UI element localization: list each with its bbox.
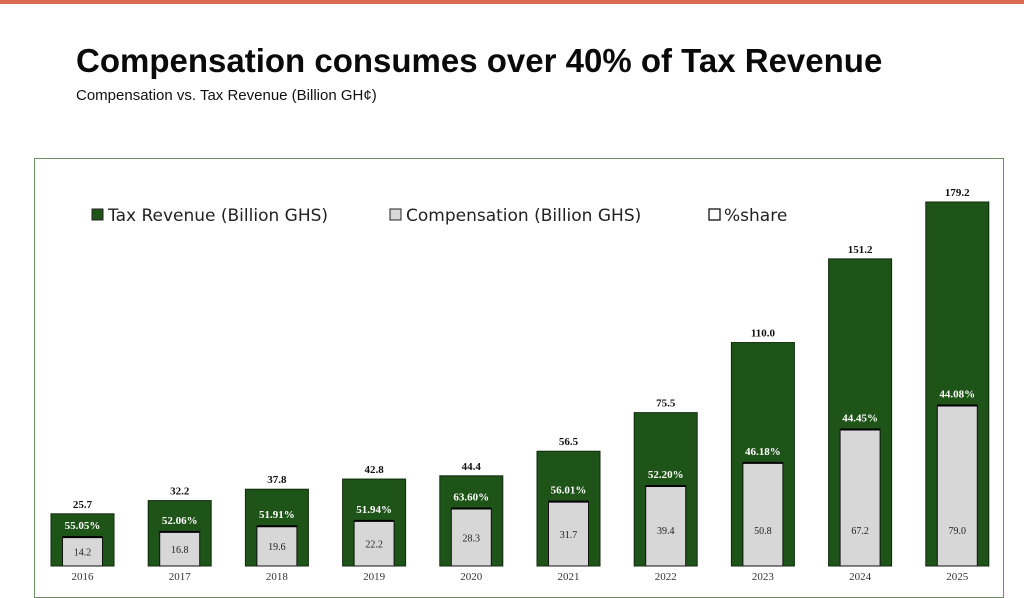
x-tick-label: 2017 <box>169 571 192 581</box>
compensation-value-label: 67.2 <box>851 526 869 537</box>
legend: Tax Revenue (Billion GHS) Compensation (… <box>91 206 787 226</box>
compensation-value-label: 22.2 <box>365 539 383 550</box>
chart-title: Compensation consumes over 40% of Tax Re… <box>76 42 883 79</box>
tax-value-label: 75.5 <box>656 398 676 410</box>
compensation-bar <box>742 462 784 567</box>
x-tick-label: 2024 <box>849 571 872 581</box>
compensation-value-label: 31.7 <box>560 530 578 541</box>
tax-value-label: 25.7 <box>73 499 93 511</box>
compensation-value-label: 16.8 <box>171 545 189 556</box>
compensation-value-label: 14.2 <box>74 548 92 559</box>
share-value-label: 44.45% <box>842 413 878 425</box>
bar-chart: Tax Revenue (Billion GHS) Compensation (… <box>50 187 990 581</box>
tax-value-label: 32.2 <box>170 486 190 498</box>
share-value-label: 55.05% <box>65 520 101 532</box>
share-value-label: 51.91% <box>259 509 295 521</box>
chart-subtitle: Compensation vs. Tax Revenue (Billion GH… <box>76 87 377 104</box>
legend-label-compensation: Compensation (Billion GHS) <box>406 206 641 226</box>
legend-swatch-share <box>708 208 721 221</box>
x-tick-label: 2021 <box>558 571 580 581</box>
tax-value-label: 179.2 <box>945 187 970 199</box>
tax-value-label: 110.0 <box>751 328 776 340</box>
compensation-bar <box>839 429 881 567</box>
compensation-value-label: 19.6 <box>268 542 286 553</box>
compensation-bar <box>62 536 103 567</box>
share-value-label: 56.01% <box>551 485 587 497</box>
compensation-bar <box>450 508 492 567</box>
legend-swatch-tax <box>91 208 104 221</box>
legend-swatch-compensation <box>389 208 402 221</box>
legend-label-share: %share <box>724 206 787 226</box>
share-value-label: 63.60% <box>453 492 489 504</box>
x-tick-label: 2022 <box>655 571 677 581</box>
compensation-bar <box>256 525 298 567</box>
share-value-label: 46.18% <box>745 446 781 458</box>
x-tick-label: 2020 <box>460 571 483 581</box>
share-value-label: 51.94% <box>356 504 392 516</box>
compensation-value-label: 28.3 <box>463 533 481 544</box>
x-tick-label: 2023 <box>752 571 775 581</box>
compensation-value-label: 50.8 <box>754 526 772 537</box>
x-tick-label: 2025 <box>946 571 969 581</box>
share-value-label: 44.08% <box>939 389 975 401</box>
tax-value-label: 44.4 <box>462 461 482 473</box>
compensation-value-label: 79.0 <box>949 526 967 537</box>
top-accent-bar <box>0 0 1024 4</box>
legend-label-tax: Tax Revenue (Billion GHS) <box>107 206 328 226</box>
tax-value-label: 151.2 <box>848 244 873 256</box>
compensation-value-label: 39.4 <box>657 526 675 537</box>
share-value-label: 52.20% <box>648 469 684 481</box>
tax-value-label: 56.5 <box>559 436 579 448</box>
tax-value-label: 37.8 <box>267 474 287 486</box>
compensation-bar <box>353 520 395 567</box>
compensation-bar <box>548 501 589 567</box>
x-tick-label: 2019 <box>363 571 386 581</box>
x-tick-label: 2016 <box>72 571 95 581</box>
share-value-label: 52.06% <box>162 515 198 527</box>
compensation-bar <box>936 405 978 567</box>
tax-value-label: 42.8 <box>364 464 384 476</box>
x-tick-label: 2018 <box>266 571 289 581</box>
